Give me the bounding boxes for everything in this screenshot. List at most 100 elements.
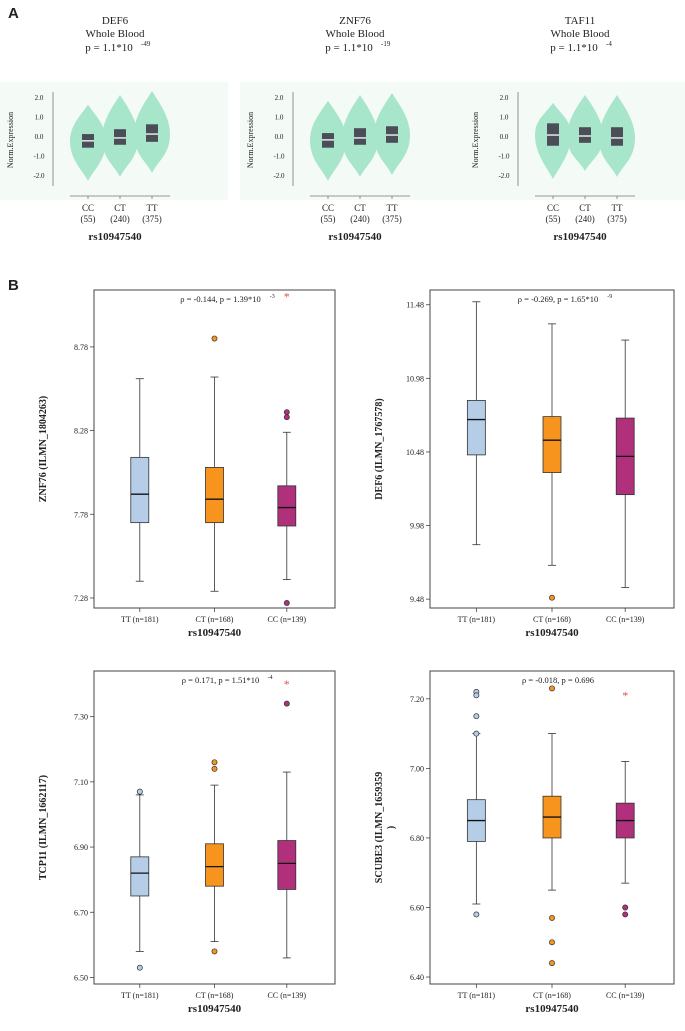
box-iqr xyxy=(205,467,224,524)
violin-genotype-label: TT xyxy=(147,203,158,213)
box-panel-4: 6.40 6.60 6.80 7.00 7.20 SCUBE3 (ILMN_1659359… xyxy=(374,670,675,1015)
box-iqr xyxy=(277,840,297,890)
violin-count-label: (240) xyxy=(110,214,130,224)
violin-genotype-label: CC xyxy=(322,203,334,213)
violin-x-axis-label: rs10947540 xyxy=(88,231,142,243)
violin-p-value: p = 1.1*10 xyxy=(85,42,133,54)
box-outlier-point xyxy=(473,911,480,918)
box-x-axis-label: rs10947540 xyxy=(188,1003,242,1015)
box-outlier-point xyxy=(622,911,629,918)
box-x-tick-label: CC (n=139) xyxy=(268,615,307,624)
violin-count-label: (55) xyxy=(81,214,96,224)
box-outlier-point xyxy=(549,960,555,967)
violin-y-axis-label: Norm.Expression xyxy=(246,112,255,168)
box-x-tick-label: TT (n=181) xyxy=(121,615,159,624)
violin-iqr-box xyxy=(354,128,366,145)
box-y-tick-label: 7.78 xyxy=(74,510,88,519)
box-outlier-point xyxy=(211,765,218,772)
violin-y-tick-label: 1.0 xyxy=(275,114,284,122)
violin-iqr-box xyxy=(114,129,126,145)
box-correlation-exponent: -9 xyxy=(607,294,612,300)
box-iqr xyxy=(130,856,150,897)
violin-genotype-label: TT xyxy=(387,203,398,213)
box-y-tick-label: 6.80 xyxy=(410,834,424,843)
box-y-tick-label: 9.98 xyxy=(410,522,424,531)
violin-y-tick-label: 0.0 xyxy=(35,133,44,141)
violin-y-axis-label: Norm.Expression xyxy=(471,112,480,168)
box-iqr xyxy=(277,485,297,527)
box-y-axis-label: SCUBE3 (ILMN_1659359 xyxy=(374,772,385,883)
violin-y-tick-label: 0.0 xyxy=(275,133,284,141)
box-outlier-point xyxy=(549,594,555,601)
box-y-tick-label: 11.48 xyxy=(406,301,424,310)
violin-y-tick-label: 0.0 xyxy=(500,133,509,141)
box-y-axis-label-cont: ) xyxy=(386,826,397,829)
box-correlation-text: ρ = -0.018, p = 0.696 xyxy=(522,675,594,685)
violin-p-value: p = 1.1*10 xyxy=(550,42,598,54)
violin-y-tick-label: 1.0 xyxy=(500,114,509,122)
box-y-tick-label: 7.30 xyxy=(74,713,88,722)
box-outlier-point xyxy=(473,730,480,737)
violin-genotype-label: TT xyxy=(612,203,623,213)
box-correlation-text: ρ = -0.144, p = 1.39*10 xyxy=(180,294,260,304)
violin-y-tick-label: 2.0 xyxy=(500,94,509,102)
box-outlier-point xyxy=(622,904,629,911)
violin-y-tick-label: -2.0 xyxy=(33,172,45,180)
box-outlier-point xyxy=(549,685,555,692)
box-outlier-point xyxy=(136,964,143,971)
violin-count-label: (55) xyxy=(321,214,336,224)
violin-y-tick-label: -2.0 xyxy=(498,172,510,180)
box-panel-2: 9.48 9.98 10.48 10.98 11.48 DEF6 (ILMN_176757… xyxy=(374,289,675,639)
box-x-tick-label: CT (n=168) xyxy=(533,615,571,624)
box-outlier-point xyxy=(136,788,143,795)
box-x-axis-label: rs10947540 xyxy=(525,627,579,639)
violin-p-exponent: -4 xyxy=(606,40,612,48)
violin-gene-title: TAF11 xyxy=(565,15,596,27)
violin-count-label: (55) xyxy=(546,214,561,224)
violin-panel-taf11: TAF11 Whole Blood p = 1.1*10 -4 2.0 1.0 0.0 -1.… xyxy=(465,0,685,250)
box-y-axis-label: DEF6 (ILMN_1767578) xyxy=(374,398,385,499)
box-correlation-exponent: -3 xyxy=(270,294,275,300)
panel-label-a: A xyxy=(8,5,19,22)
violin-gene-title: DEF6 xyxy=(102,15,129,27)
violin-y-axis-label: Norm.Expression xyxy=(6,112,15,168)
box-x-tick-label: CC (n=139) xyxy=(268,991,307,1000)
box-x-tick-label: TT (n=181) xyxy=(458,615,496,624)
box-panel-1: 7.28 7.78 8.28 8.78 ZNF76 (ILMN_1804263) ρ = … xyxy=(38,289,336,639)
violin-y-tick-label: 2.0 xyxy=(275,94,284,102)
violin-iqr-box xyxy=(579,127,591,143)
box-iqr xyxy=(205,843,224,887)
box-y-tick-label: 10.98 xyxy=(406,374,424,383)
violin-x-axis-label: rs10947540 xyxy=(328,231,382,243)
box-iqr xyxy=(130,456,150,524)
box-y-tick-label: 10.48 xyxy=(406,448,424,457)
box-x-tick-label: TT (n=181) xyxy=(121,991,159,1000)
violin-y-tick-label: -1.0 xyxy=(33,153,45,161)
panel-label-b: B xyxy=(8,277,19,294)
violin-genotype-label: CT xyxy=(579,203,591,213)
violin-p-value: p = 1.1*10 xyxy=(325,42,373,54)
box-y-axis-label: ZNF76 (ILMN_1804263) xyxy=(38,396,49,502)
box-x-tick-label: CC (n=139) xyxy=(606,615,645,624)
violin-x-axis-label: rs10947540 xyxy=(553,231,607,243)
box-x-tick-label: CT (n=168) xyxy=(533,991,571,1000)
box-y-tick-label: 6.40 xyxy=(410,973,424,982)
box-x-axis-label: rs10947540 xyxy=(188,627,242,639)
box-outlier-point xyxy=(549,939,555,946)
violin-tissue-title: Whole Blood xyxy=(551,28,610,40)
violin-panel-def6: DEF6 Whole Blood p = 1.1*10 -49 2.0 1.0 0.0 -1.… xyxy=(0,0,228,250)
box-outlier-point xyxy=(473,713,480,720)
violin-iqr-box xyxy=(611,127,623,146)
box-y-tick-label: 7.28 xyxy=(74,594,88,603)
box-extreme-marker: * xyxy=(284,677,290,691)
box-y-tick-label: 6.60 xyxy=(410,903,424,912)
box-outlier-point xyxy=(283,409,290,416)
box-panel-3: 6.50 6.70 6.90 7.10 7.30 TCP11 (ILMN_1662117)… xyxy=(38,670,336,1015)
box-x-tick-label: TT (n=181) xyxy=(458,991,496,1000)
violin-y-tick-label: -2.0 xyxy=(273,172,285,180)
violin-genotype-label: CT xyxy=(354,203,366,213)
box-x-axis-label: rs10947540 xyxy=(525,1003,579,1015)
violin-count-label: (375) xyxy=(607,214,627,224)
